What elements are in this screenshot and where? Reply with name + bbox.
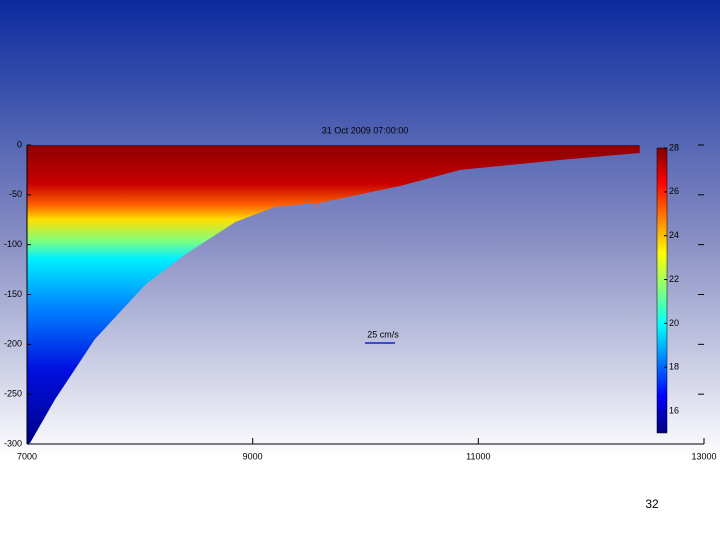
colorbar-label: 20 [669, 318, 679, 328]
colorbar-label: 28 [669, 142, 679, 152]
colorbar-label: 26 [669, 186, 679, 196]
y-tick-label: -200 [4, 339, 22, 349]
colorbar-label: 18 [669, 362, 679, 372]
y-tick-label: -50 [9, 189, 22, 199]
y-tick-label: -150 [4, 289, 22, 299]
colorbar [656, 147, 668, 434]
y-tick-label: 0 [17, 139, 22, 149]
annotation: 25 cm/s [367, 329, 399, 339]
x-tick-label: 11000 [466, 451, 490, 461]
chart-title: 31 Oct 2009 07:00:00 [322, 125, 409, 135]
x-tick-label: 7000 [17, 451, 37, 461]
page-number: 32 [645, 497, 659, 511]
x-tick-label: 13000 [691, 451, 716, 461]
y-tick-label: -300 [4, 438, 22, 448]
colorbar-label: 16 [669, 405, 679, 415]
y-tick-label: -250 [4, 389, 22, 399]
x-tick-label: 9000 [243, 451, 263, 461]
colorbar-label: 22 [669, 274, 679, 284]
y-tick-label: -100 [4, 239, 22, 249]
colorbar-label: 24 [669, 230, 679, 240]
temperature-section [27, 145, 640, 444]
